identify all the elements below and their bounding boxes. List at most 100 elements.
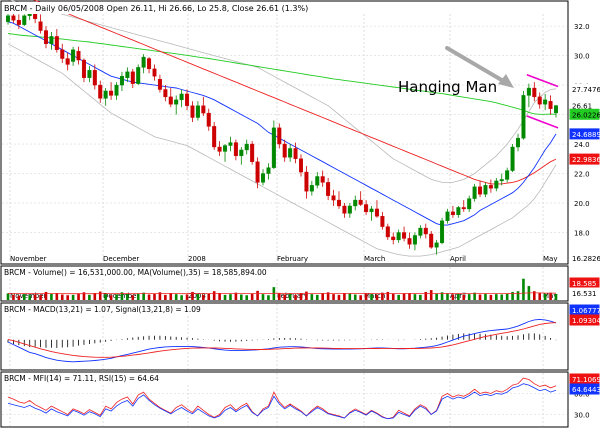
price-panel: November December 2008 February March April Ma… xyxy=(0,0,600,265)
volume-bar-79 xyxy=(435,293,438,300)
volume-bar-69 xyxy=(381,292,384,300)
candle-83 xyxy=(456,205,461,218)
volume-bar-44 xyxy=(245,295,249,300)
candle-73 xyxy=(402,226,407,242)
candle-body-32 xyxy=(179,93,184,101)
candle-body-25 xyxy=(141,56,146,68)
candle-52 xyxy=(288,144,293,162)
candle-72 xyxy=(396,229,401,243)
candle-18 xyxy=(103,88,108,106)
volume-bar-7 xyxy=(44,291,48,300)
volume-bar-68 xyxy=(375,294,379,300)
candle-26 xyxy=(147,57,152,74)
volume-bar-26 xyxy=(147,294,151,300)
volume-bar-45 xyxy=(250,293,254,300)
candle-body-58 xyxy=(320,176,325,183)
candle-62 xyxy=(342,203,347,218)
candle-34 xyxy=(190,101,195,122)
pattern-arrow-head xyxy=(498,74,514,88)
candle-66 xyxy=(364,200,369,215)
candle-84 xyxy=(461,200,466,212)
volume-bar-53 xyxy=(294,294,297,300)
candle-body-101 xyxy=(554,105,559,114)
candle-body-100 xyxy=(548,101,553,109)
candle-6 xyxy=(38,14,43,34)
candle-59 xyxy=(326,177,331,201)
candle-47 xyxy=(261,169,266,186)
candle-body-8 xyxy=(49,36,54,45)
volume-bar-50 xyxy=(277,293,281,300)
candle-body-49 xyxy=(271,127,276,168)
candle-body-79 xyxy=(434,242,439,248)
volume-bar-62 xyxy=(343,293,346,300)
candle-body-23 xyxy=(130,71,135,84)
volume-bar-58 xyxy=(321,293,324,300)
volume-panel: NovemberDecember2008FebruaryMarchAprilMa… xyxy=(0,265,600,302)
volume-header-bg xyxy=(2,267,312,278)
candle-86 xyxy=(472,183,477,202)
volume-bar-34 xyxy=(191,291,194,300)
macd-tag-1: 1.09304 xyxy=(572,317,600,325)
volume-bar-41 xyxy=(229,294,232,300)
sma-blue xyxy=(7,21,557,226)
candle-85 xyxy=(467,195,472,212)
candle-body-36 xyxy=(201,105,206,114)
macd-tag-0: 1.06777 xyxy=(572,307,600,315)
volume-bar-40 xyxy=(223,294,227,300)
candle-71 xyxy=(391,232,396,245)
x-label-0: November xyxy=(10,255,47,263)
pattern-upper-line xyxy=(526,74,559,88)
candle-body-69 xyxy=(380,216,385,227)
volume-bar-80 xyxy=(440,292,444,300)
candle-body-12 xyxy=(71,49,76,62)
volume-bar-14 xyxy=(82,292,86,300)
mfi-rsi-tags: 71.1069 64.6443 xyxy=(569,373,600,395)
candle-55 xyxy=(304,166,309,199)
volume-bar-99 xyxy=(543,293,547,300)
volume-bar-33 xyxy=(185,294,189,300)
candle-77 xyxy=(423,223,428,239)
bollinger-bands xyxy=(7,0,557,257)
candle-97 xyxy=(532,82,537,102)
candle-38 xyxy=(212,121,217,150)
volume-bar-32 xyxy=(180,295,183,300)
mfi-rsi-header-bg xyxy=(2,373,192,384)
candle-31 xyxy=(174,95,179,115)
candle-body-54 xyxy=(298,158,303,173)
candle-11 xyxy=(65,52,70,71)
candle-42 xyxy=(233,139,238,161)
candle-body-14 xyxy=(81,59,86,78)
candle-body-35 xyxy=(195,105,200,118)
volume-bar-82 xyxy=(451,294,455,300)
candle-96 xyxy=(526,83,531,108)
candle-37 xyxy=(206,108,211,131)
price-header-bg xyxy=(2,2,252,14)
volume-bars xyxy=(6,278,558,300)
candle-body-66 xyxy=(364,204,369,213)
candle-body-63 xyxy=(347,205,352,214)
candle-15 xyxy=(87,65,92,83)
candle-76 xyxy=(418,225,423,239)
candle-body-24 xyxy=(136,67,141,84)
candle-body-67 xyxy=(369,208,374,213)
volume-bar-98 xyxy=(538,293,542,300)
volume-bar-90 xyxy=(495,294,498,300)
candle-body-22 xyxy=(125,71,130,78)
volume-bar-15 xyxy=(88,294,91,300)
candle-82 xyxy=(450,205,455,218)
candle-53 xyxy=(293,142,298,164)
candle-body-87 xyxy=(478,186,483,195)
candle-87 xyxy=(478,180,483,198)
candle-80 xyxy=(440,217,445,245)
candle-39 xyxy=(217,141,222,156)
candle-body-2 xyxy=(16,20,21,25)
candle-body-40 xyxy=(223,145,228,152)
price-panel-frame xyxy=(0,0,569,265)
candle-body-13 xyxy=(76,50,81,61)
candle-body-51 xyxy=(282,143,287,158)
candle-body-56 xyxy=(309,185,314,192)
mfi-rsi-y-ticks: 30.060.0 xyxy=(574,391,590,420)
volume-bar-8 xyxy=(50,293,53,300)
